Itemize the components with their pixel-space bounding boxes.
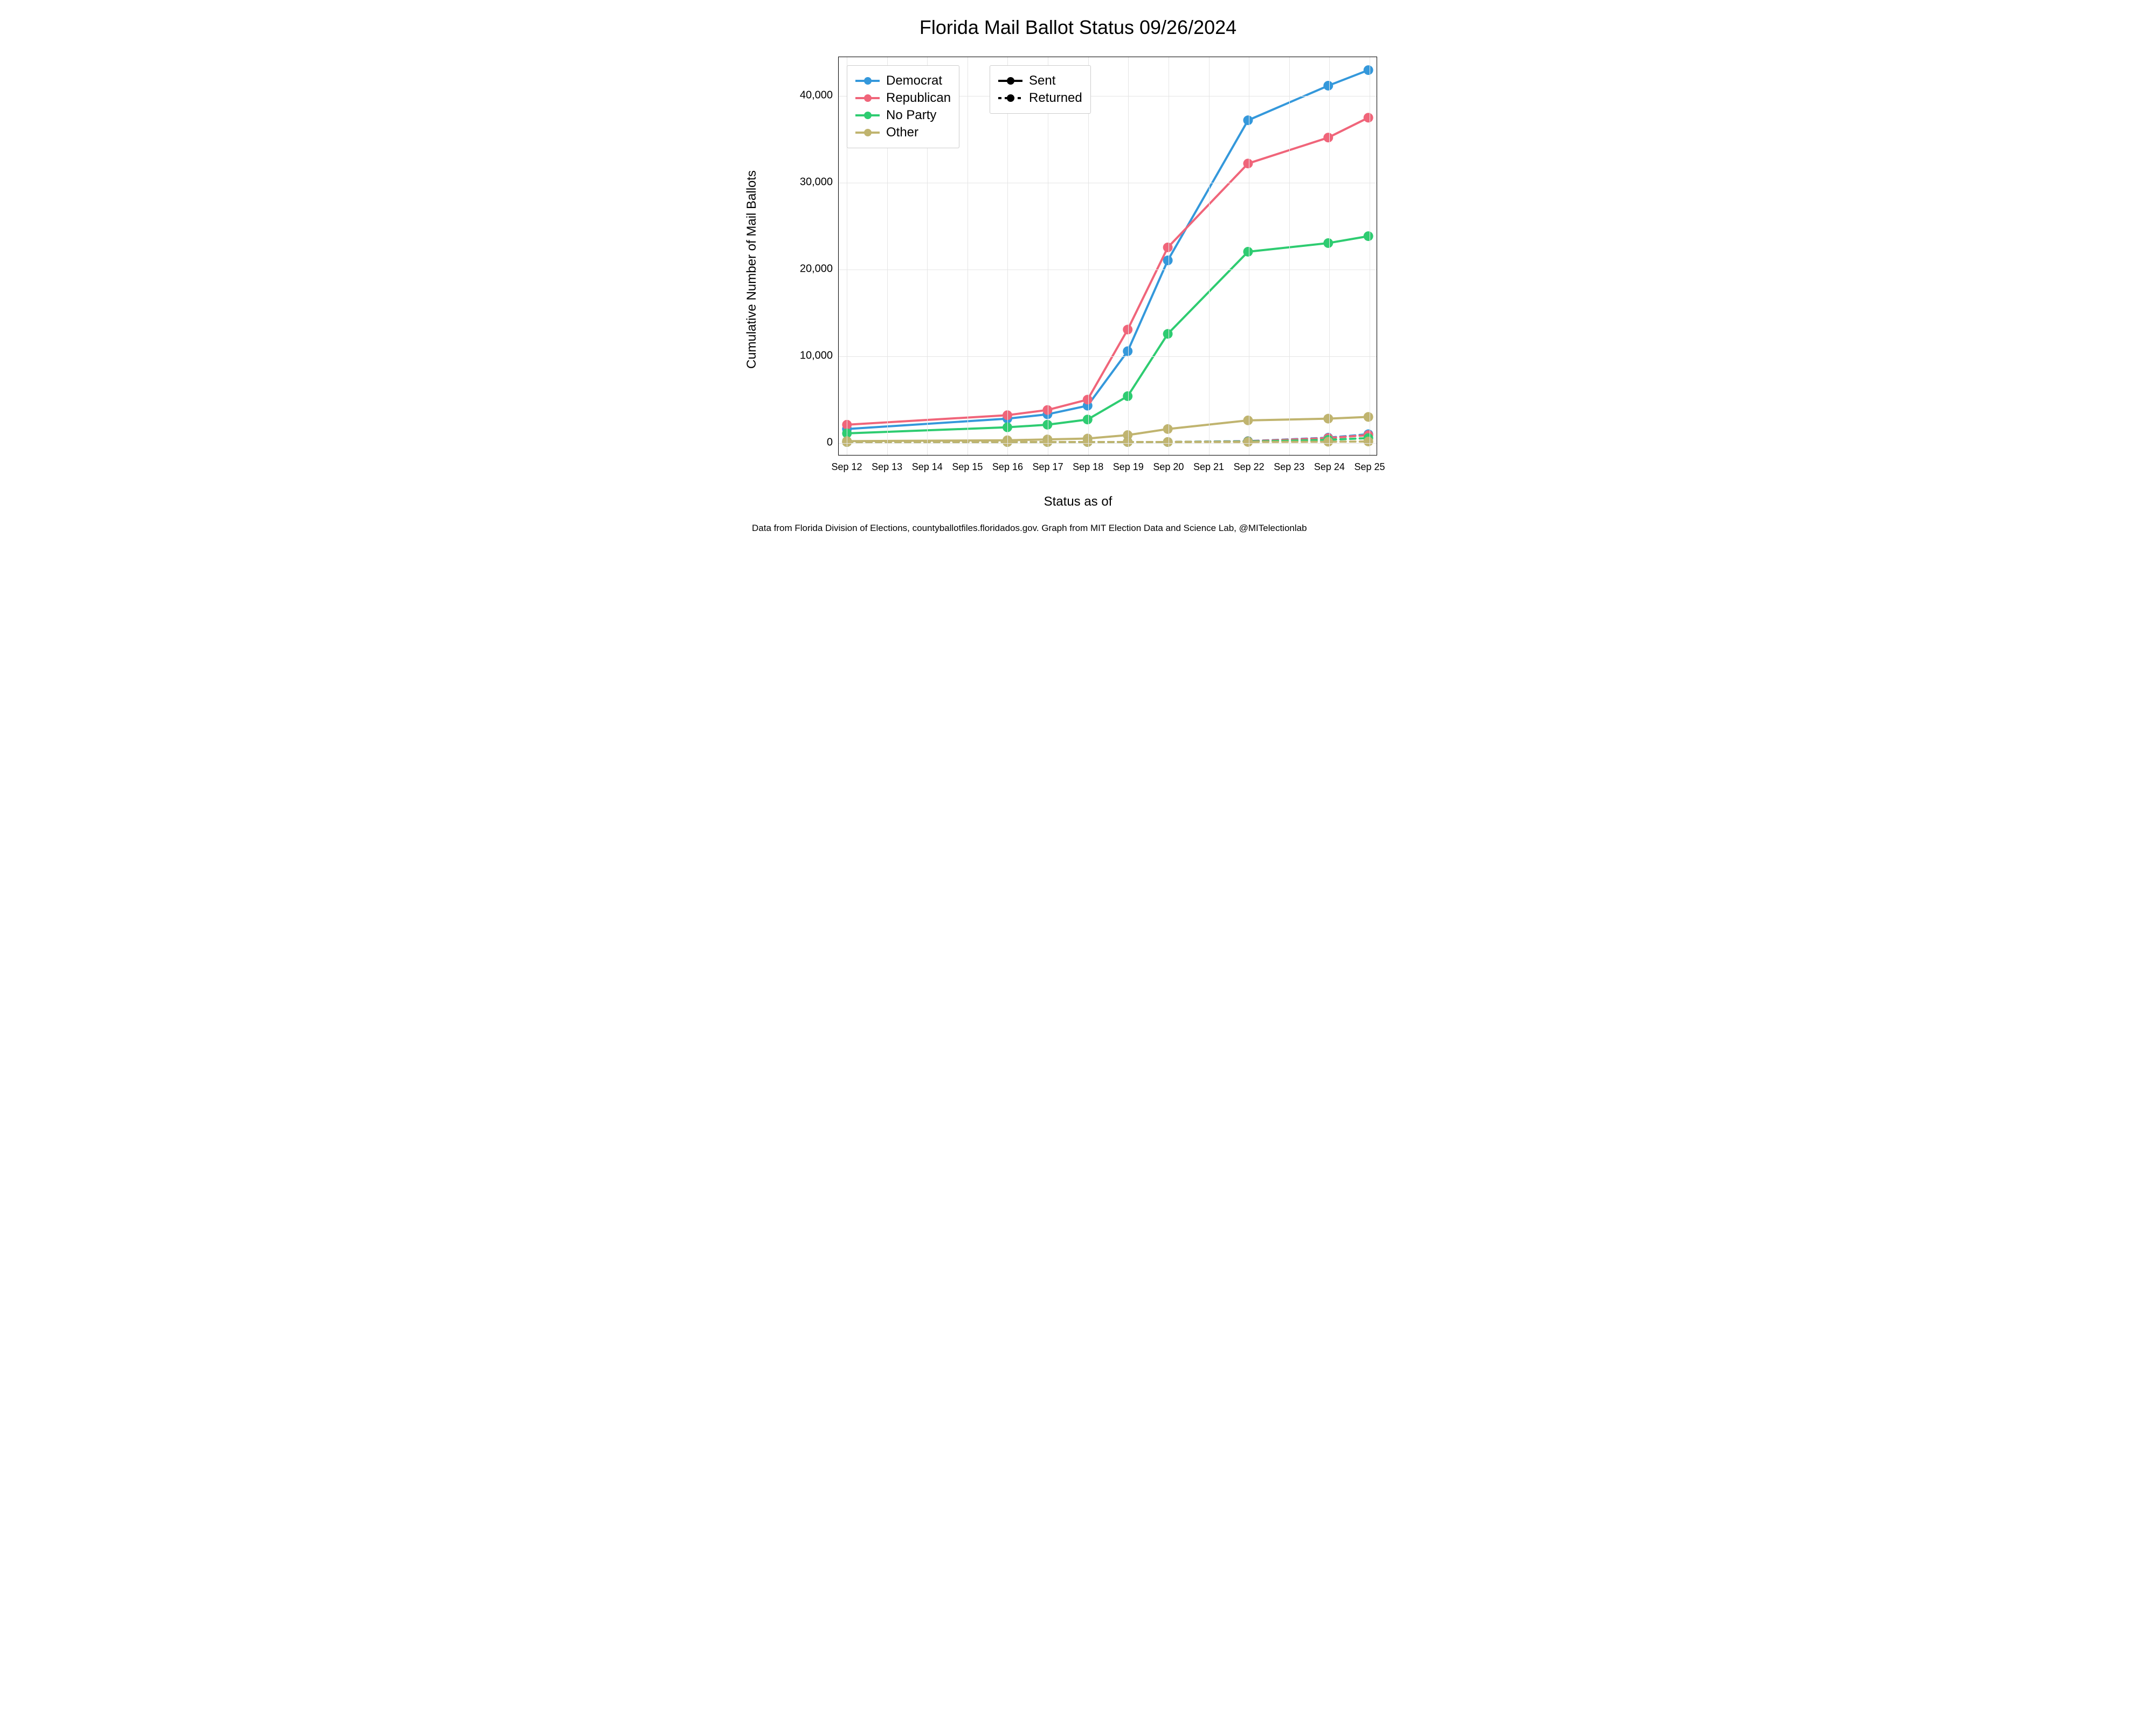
series-marker bbox=[1243, 247, 1253, 257]
legend-swatch bbox=[998, 80, 1022, 82]
series-marker bbox=[1364, 113, 1373, 122]
chart-title: Florida Mail Ballot Status 09/26/2024 bbox=[741, 16, 1415, 39]
gridline-h bbox=[839, 443, 1377, 444]
legend-label: Democrat bbox=[886, 73, 942, 88]
legend-swatch bbox=[855, 97, 880, 99]
y-tick-label: 0 bbox=[773, 436, 833, 448]
legend-label: Returned bbox=[1029, 91, 1082, 106]
legend-marker-icon bbox=[1007, 77, 1014, 85]
gridline-v bbox=[1329, 57, 1330, 455]
y-tick-label: 20,000 bbox=[773, 263, 833, 275]
legend-label: No Party bbox=[886, 108, 936, 123]
series-marker bbox=[1364, 231, 1373, 241]
series-marker bbox=[1364, 412, 1373, 422]
x-tick-label: Sep 16 bbox=[992, 461, 1023, 473]
x-tick-label: Sep 25 bbox=[1354, 461, 1385, 473]
gridline-h bbox=[839, 356, 1377, 357]
series-marker bbox=[1163, 424, 1173, 434]
x-tick-label: Sep 19 bbox=[1113, 461, 1144, 473]
y-tick-label: 30,000 bbox=[773, 176, 833, 189]
gridline-v bbox=[1128, 57, 1129, 455]
x-tick-label: Sep 13 bbox=[872, 461, 902, 473]
series-marker bbox=[1323, 414, 1333, 424]
series-line bbox=[847, 236, 1368, 433]
x-tick-label: Sep 18 bbox=[1073, 461, 1103, 473]
legend-label: Republican bbox=[886, 91, 951, 106]
x-tick-label: Sep 17 bbox=[1033, 461, 1063, 473]
y-axis-label: Cumulative Number of Mail Ballots bbox=[744, 170, 759, 369]
gridline-v bbox=[1088, 57, 1089, 455]
x-tick-label: Sep 14 bbox=[912, 461, 943, 473]
legend-swatch bbox=[855, 80, 880, 82]
series-marker bbox=[1123, 325, 1132, 334]
legend-marker-icon bbox=[864, 129, 872, 136]
series-marker bbox=[1123, 347, 1132, 356]
legend-item: Other bbox=[855, 125, 951, 140]
series-marker bbox=[1323, 133, 1333, 142]
gridline-v bbox=[1007, 57, 1008, 455]
legend-style: Sent Returned bbox=[990, 65, 1091, 114]
series-marker bbox=[1163, 243, 1173, 252]
legend-party: Democrat Republican No Party Other bbox=[847, 65, 959, 148]
legend-label: Sent bbox=[1029, 73, 1055, 88]
legend-item: Democrat bbox=[855, 73, 951, 88]
legend-item: No Party bbox=[855, 108, 951, 123]
legend-marker-icon bbox=[864, 112, 872, 119]
plot-area: Sep 12Sep 13Sep 14Sep 15Sep 16Sep 17Sep … bbox=[838, 57, 1377, 456]
series-line bbox=[847, 441, 1368, 442]
series-marker bbox=[1123, 437, 1132, 447]
y-tick-label: 10,000 bbox=[773, 350, 833, 362]
series-marker bbox=[1323, 437, 1333, 446]
series-marker bbox=[1364, 65, 1373, 75]
x-tick-label: Sep 23 bbox=[1274, 461, 1304, 473]
legend-item: Sent bbox=[998, 73, 1082, 88]
y-tick-label: 40,000 bbox=[773, 89, 833, 102]
x-tick-label: Sep 24 bbox=[1314, 461, 1345, 473]
x-tick-label: Sep 15 bbox=[952, 461, 983, 473]
legend-item: Republican bbox=[855, 91, 951, 106]
x-tick-label: Sep 22 bbox=[1234, 461, 1264, 473]
x-tick-label: Sep 12 bbox=[831, 461, 862, 473]
series-marker bbox=[1243, 416, 1253, 425]
legend-marker-icon bbox=[1007, 94, 1014, 102]
series-marker bbox=[1243, 437, 1253, 447]
chart-container: Florida Mail Ballot Status 09/26/2024 Cu… bbox=[741, 0, 1415, 539]
gridline-v bbox=[1289, 57, 1290, 455]
series-marker bbox=[1323, 238, 1333, 248]
gridline-v bbox=[1209, 57, 1210, 455]
series-marker bbox=[1243, 158, 1253, 168]
legend-swatch bbox=[855, 132, 880, 134]
series-marker bbox=[1123, 391, 1132, 401]
legend-marker-icon bbox=[864, 94, 872, 102]
series-marker bbox=[1323, 81, 1333, 91]
legend-item: Returned bbox=[998, 91, 1082, 106]
series-marker bbox=[1163, 329, 1173, 339]
series-marker bbox=[1163, 256, 1173, 265]
legend-marker-icon bbox=[864, 77, 872, 85]
series-marker bbox=[1364, 437, 1373, 446]
series-marker bbox=[1163, 437, 1173, 447]
legend-label: Other bbox=[886, 125, 918, 140]
chart-caption: Data from Florida Division of Elections,… bbox=[752, 523, 1404, 534]
x-axis-label: Status as of bbox=[741, 494, 1415, 509]
legend-swatch bbox=[998, 97, 1022, 99]
series-marker bbox=[1243, 115, 1253, 125]
legend-swatch bbox=[855, 114, 880, 116]
x-tick-label: Sep 20 bbox=[1153, 461, 1184, 473]
x-tick-label: Sep 21 bbox=[1193, 461, 1224, 473]
